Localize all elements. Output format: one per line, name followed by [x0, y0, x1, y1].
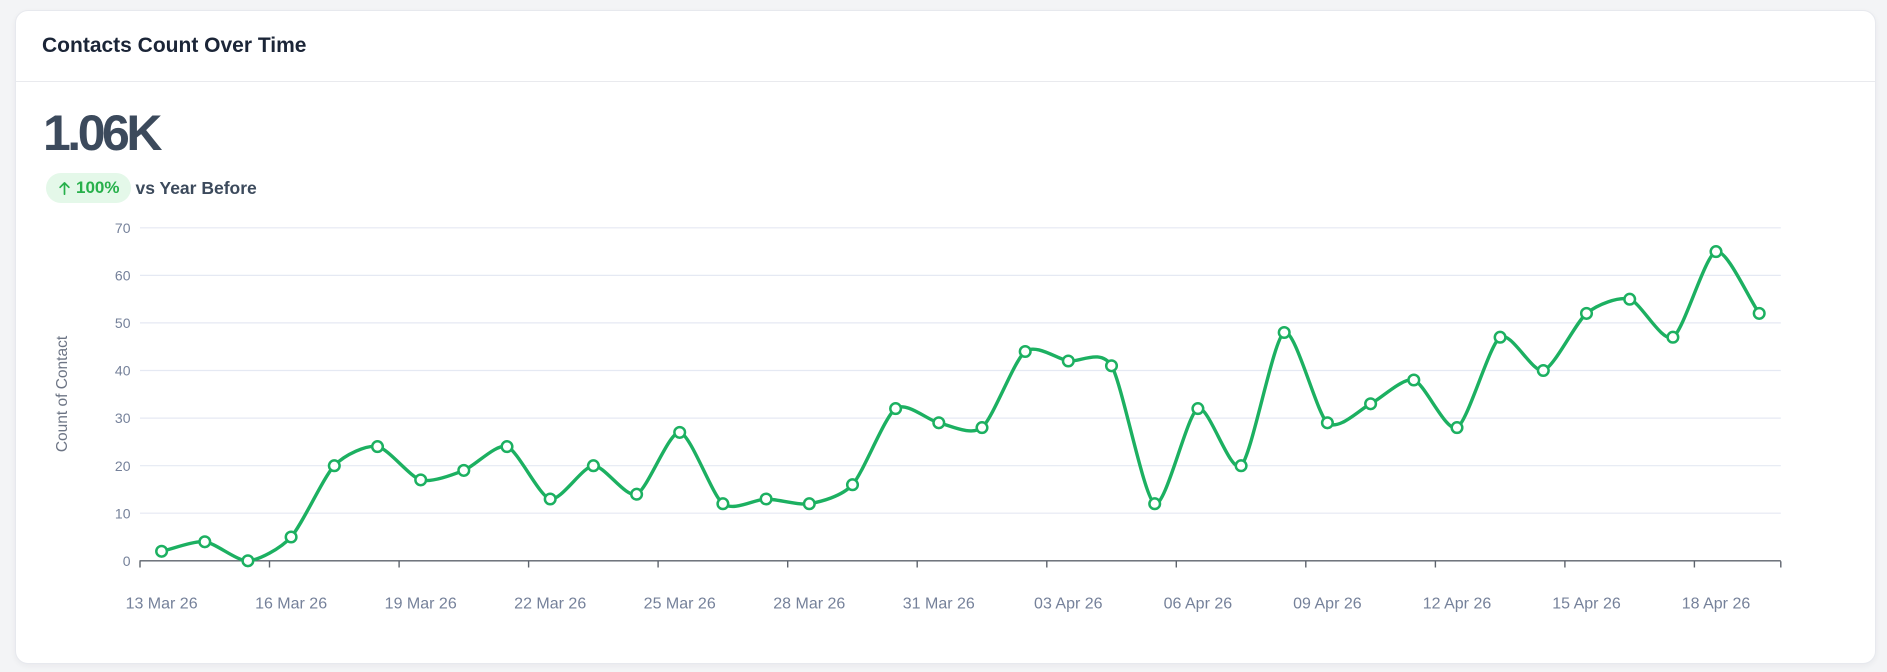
svg-text:Count of Contact: Count of Contact [54, 335, 71, 452]
svg-text:03 Apr 26: 03 Apr 26 [1034, 596, 1103, 613]
svg-text:0: 0 [123, 553, 131, 569]
svg-text:19 Mar 26: 19 Mar 26 [385, 596, 457, 613]
svg-text:30: 30 [115, 410, 131, 426]
svg-text:70: 70 [115, 220, 131, 236]
svg-text:28 Mar 26: 28 Mar 26 [773, 596, 845, 613]
svg-text:25 Mar 26: 25 Mar 26 [644, 596, 716, 613]
svg-text:20: 20 [115, 458, 131, 474]
svg-text:13 Mar 26: 13 Mar 26 [126, 596, 198, 613]
svg-text:09 Apr 26: 09 Apr 26 [1293, 596, 1362, 613]
svg-text:40: 40 [115, 363, 131, 379]
svg-text:18 Apr 26: 18 Apr 26 [1682, 596, 1751, 613]
svg-text:31 Mar 26: 31 Mar 26 [903, 596, 975, 613]
svg-text:16 Mar 26: 16 Mar 26 [255, 596, 327, 613]
svg-text:60: 60 [115, 268, 131, 284]
svg-text:10: 10 [115, 505, 131, 521]
svg-text:50: 50 [115, 315, 131, 331]
svg-text:15 Apr 26: 15 Apr 26 [1552, 596, 1621, 613]
svg-text:22 Mar 26: 22 Mar 26 [514, 596, 586, 613]
svg-text:12 Apr 26: 12 Apr 26 [1423, 596, 1492, 613]
svg-text:06 Apr 26: 06 Apr 26 [1164, 596, 1233, 613]
